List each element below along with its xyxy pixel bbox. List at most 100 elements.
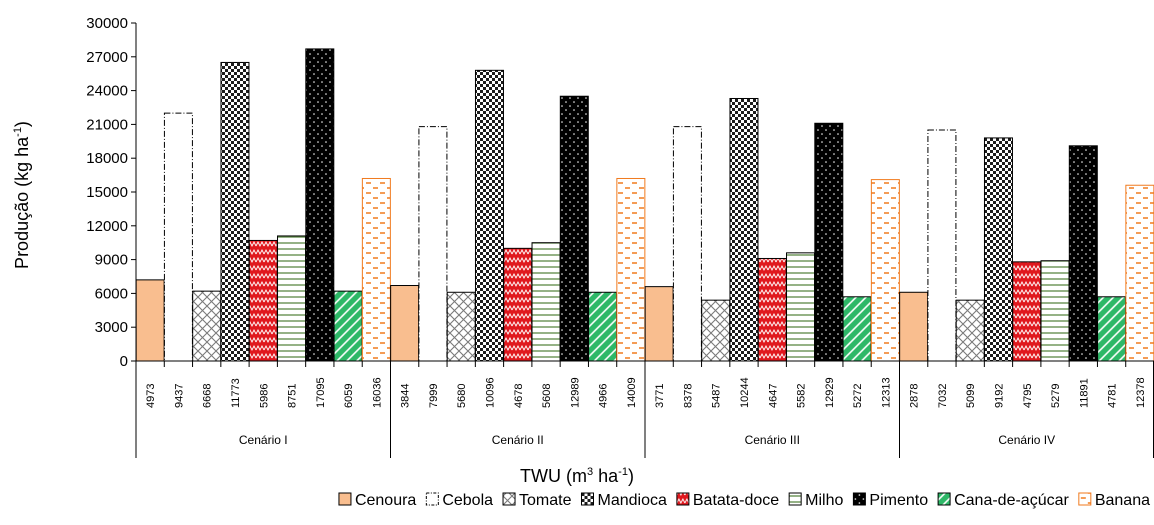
category-label: 14009 [626,377,638,408]
bar-mandioca-group-3 [729,97,759,362]
category-label: 16036 [371,377,383,408]
category-label: 12313 [880,377,892,408]
category-label: 5608 [541,384,553,408]
category-label: 11773 [230,378,242,408]
category-label: 5099 [965,384,977,408]
bar-cebola-group-3 [672,126,702,362]
bar-batata-doce-group-4 [1012,261,1042,362]
category-label: 12929 [824,377,836,408]
category-label: 10244 [739,377,751,408]
bar-banana-group-3 [870,179,900,362]
bar-cenoura-group-2 [390,285,420,362]
bar-cebola-group-2 [418,126,448,362]
category-label: 5487 [711,384,723,408]
category-label: 6059 [343,384,355,408]
x-axis-title: TWU (m3 ha-1) [520,466,634,486]
bar-milho-group-4 [1040,260,1070,362]
y-tick-label: 6000 [95,285,128,302]
legend-label: Mandioca [598,492,667,509]
category-label: 12989 [569,377,581,408]
category-label: 4966 [598,384,610,408]
bar-batata-doce-group-2 [503,247,533,362]
legend-item-banana: Banana [1078,492,1150,509]
bar-tomate-group-1 [192,290,222,362]
y-axis: 0 3000 6000 9000 12000 15000 18000 21000 24000 27… [86,15,137,370]
y-tick-label: 3000 [95,319,128,336]
legend-item-cana-de-a-car: Cana-de-açúcar [937,492,1069,509]
legend-swatch [338,492,352,506]
legend-swatch [788,492,802,506]
category-label: 17095 [315,377,327,408]
bar-milho-group-3 [786,252,816,362]
legend-swatch [425,492,439,506]
legend-item-mandioca: Mandioca [581,492,667,509]
category-label: 9437 [173,384,185,408]
y-tick-label: 30000 [86,15,128,32]
category-label: 5986 [258,384,270,408]
bar-mandioca-group-1 [220,61,250,362]
x-axis: 4973 9437 6668 11773 5986 8751 17095 6059 16036 C… [135,360,1154,458]
bar-cana-de-a-car-group-2 [588,291,618,362]
bar-banana-group-1 [361,177,391,362]
category-label: 5279 [1050,384,1062,408]
bar-batata-doce-group-1 [248,239,278,362]
legend-swatch [1078,492,1092,506]
bar-tomate-group-3 [701,299,731,362]
legend-label: Cenoura [355,492,416,509]
legend-label: Pimento [869,492,928,509]
category-label: 4781 [1107,384,1119,408]
legend-label: Cebola [442,492,493,509]
bar-mandioca-group-4 [983,137,1013,362]
category-label: 3771 [654,384,666,408]
category-label: 7999 [428,384,440,408]
category-label: 12378 [1135,377,1147,408]
bar-pimento-group-3 [814,122,844,362]
legend-item-cenoura: Cenoura [338,492,416,509]
category-label: 8378 [682,384,694,408]
y-tick-label: 18000 [86,150,128,167]
group-label: Cenário I [239,433,288,447]
bar-tomate-group-4 [955,299,985,362]
bar-pimento-group-1 [305,48,335,362]
legend-swatch [502,492,516,506]
bar-cebola-group-4 [927,129,957,362]
legend-swatch [581,492,594,506]
category-label: 9192 [993,384,1005,408]
category-label: 5582 [796,384,808,408]
category-label: 4678 [513,384,525,408]
legend: Cenoura Cebola Tomate Mandioca Batata-doce Mi… [338,492,1150,509]
category-label: 4795 [1022,384,1034,408]
y-tick-label: 9000 [95,252,128,269]
legend-label: Banana [1095,492,1150,509]
category-label: 5680 [456,384,468,408]
category-label: 3844 [400,384,412,408]
y-tick-label: 0 [120,353,128,370]
bar-milho-group-2 [531,242,561,362]
bar-pimento-group-2 [559,95,589,362]
legend-swatch [937,492,951,506]
y-tick-label: 12000 [86,218,128,235]
bar-cenoura-group-1 [135,279,165,362]
category-label: 7032 [937,384,949,408]
group-label: Cenário III [745,433,800,447]
legend-label: Batata-doce [693,492,779,509]
bar-pimento-group-4 [1068,145,1098,362]
category-label: 8751 [287,384,299,408]
legend-item-tomate: Tomate [502,492,572,509]
legend-label: Cana-de-açúcar [954,492,1069,509]
legend-label: Tomate [519,492,572,509]
category-label: 4647 [767,384,779,408]
bar-cenoura-group-4 [899,291,929,362]
bars [135,48,1154,362]
category-label: 11891 [1078,378,1090,408]
category-label: 10096 [484,377,496,408]
y-tick-label: 15000 [86,184,128,201]
legend-swatch [852,492,866,506]
category-label: 6668 [202,384,214,408]
bar-batata-doce-group-3 [757,257,787,362]
legend-item-pimento: Pimento [852,492,928,509]
legend-item-milho: Milho [788,492,843,509]
bar-cana-de-a-car-group-4 [1097,296,1127,362]
y-tick-label: 21000 [86,116,128,133]
